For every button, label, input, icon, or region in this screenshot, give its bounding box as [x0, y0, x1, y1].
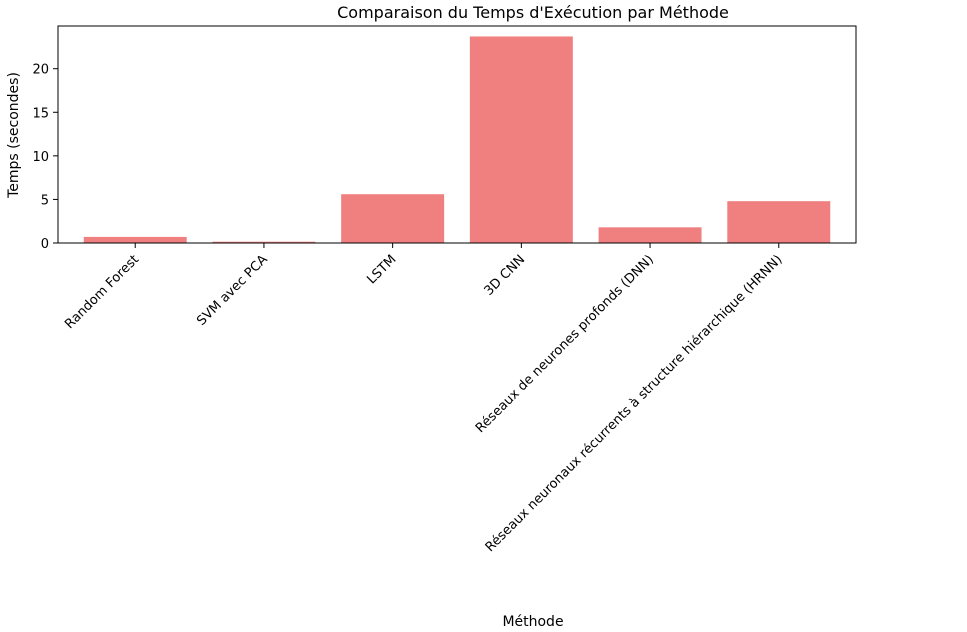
- y-tick-label-0: 0: [41, 237, 49, 252]
- plot-frame: [57, 25, 857, 244]
- y-axis-label: Temps (secondes): [6, 72, 22, 199]
- x-tick-label-3: 3D CNN: [482, 252, 529, 299]
- bar-0: [83, 236, 187, 243]
- y-tick-label-2: 10: [32, 150, 49, 165]
- x-axis: Random Forest SVM avec PCA LSTM 3D CNNRésea…: [62, 243, 786, 555]
- bars-group: [83, 36, 831, 244]
- bar-1: [212, 241, 316, 243]
- y-tick-label-3: 15: [32, 106, 49, 121]
- x-tick-label-1: SVM avec PCA: [194, 252, 271, 329]
- x-tick-label-2: LSTM: [364, 252, 399, 287]
- bar-3: [469, 36, 573, 244]
- y-axis: 0 5 10 15 20: [32, 63, 58, 252]
- bar-5: [727, 201, 831, 243]
- bar-2: [341, 194, 445, 243]
- x-tick-label-0: Random Forest: [62, 252, 142, 332]
- x-tick-label-5: Réseaux neuronaux récurrents à structure…: [483, 252, 786, 555]
- chart-title: Comparaison du Temps d'Exécution par Mét…: [337, 3, 729, 22]
- bar-4: [598, 227, 702, 243]
- y-tick-label-1: 5: [41, 193, 49, 208]
- y-tick-label-4: 20: [32, 63, 49, 78]
- x-axis-label: Méthode: [502, 614, 563, 630]
